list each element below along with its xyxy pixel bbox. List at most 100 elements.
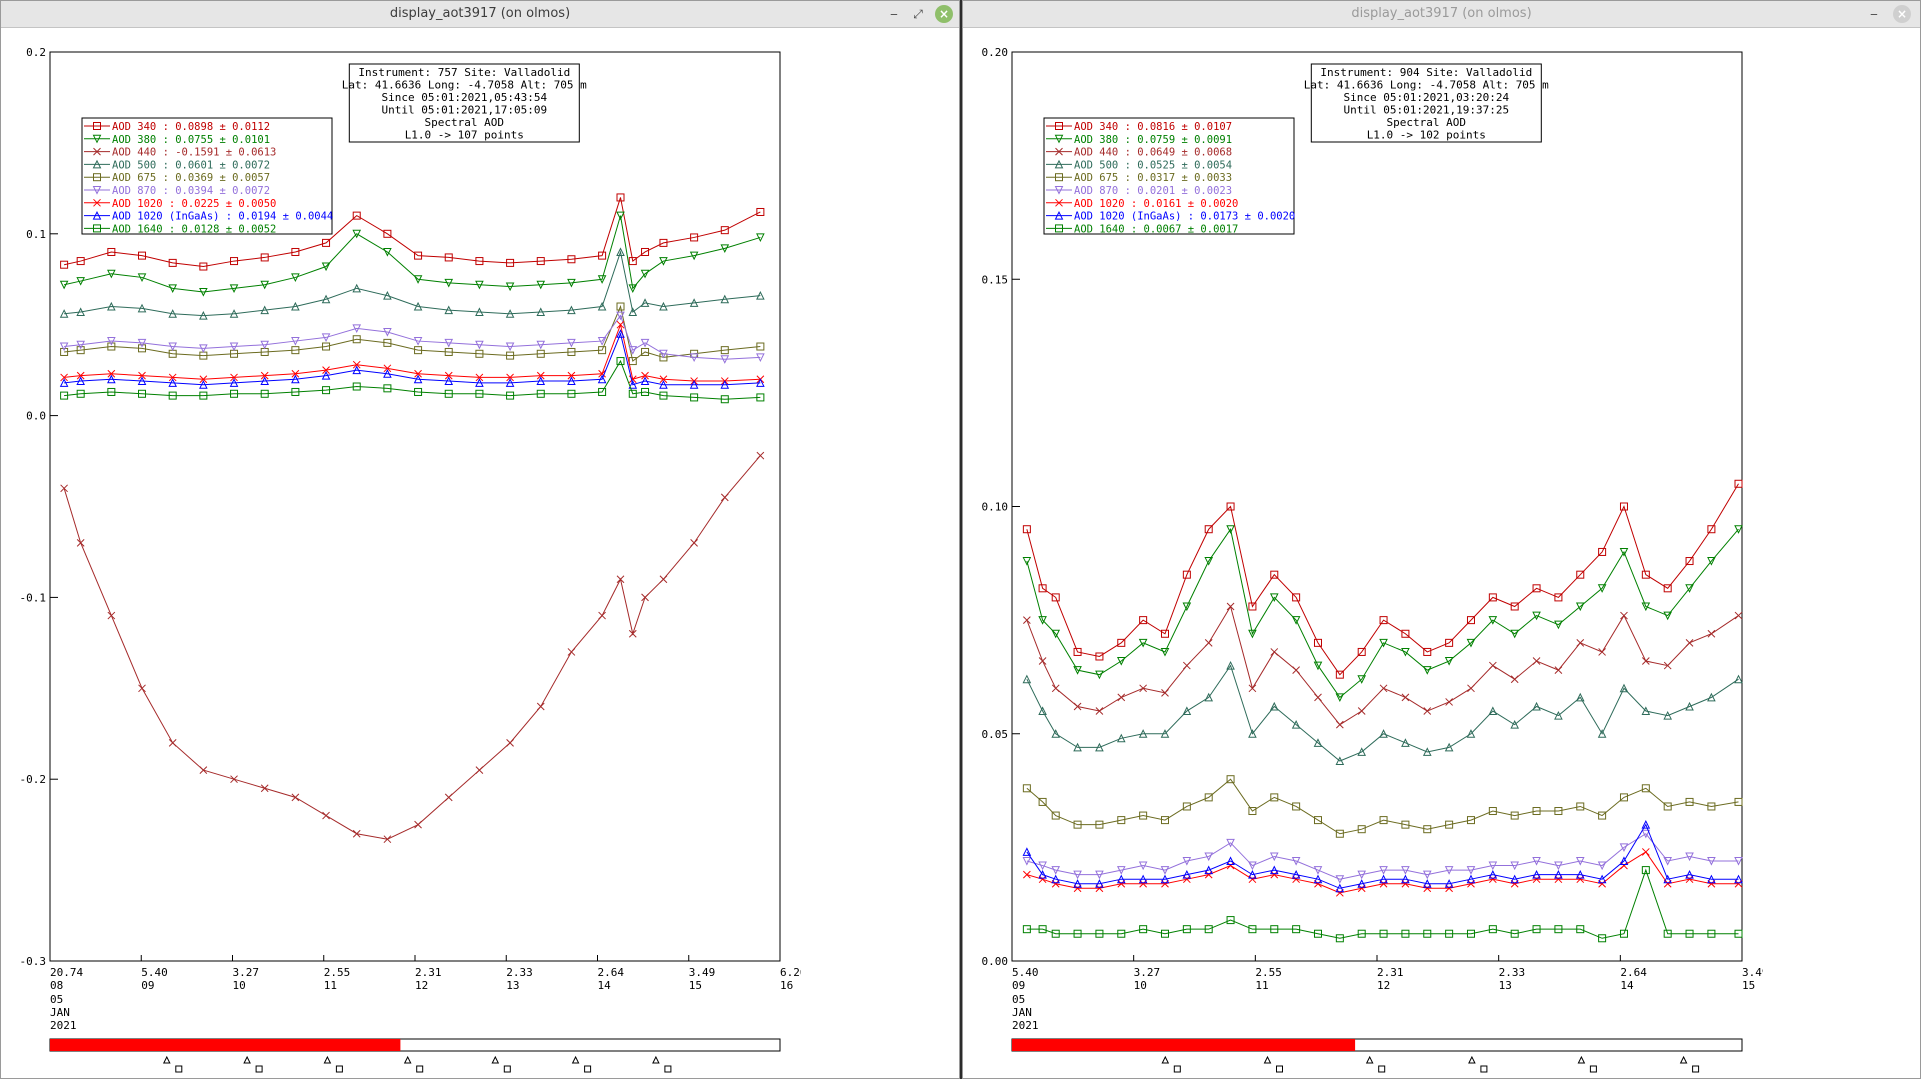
- time-marker[interactable]: [1161, 1055, 1170, 1064]
- data-point: [444, 347, 453, 356]
- data-point: [1073, 666, 1082, 675]
- legend-entry: AOD 440 : -0.1591 ± 0.0613: [112, 147, 276, 159]
- data-point: [1226, 525, 1235, 534]
- data-point: [1554, 593, 1563, 602]
- time-marker[interactable]: [652, 1055, 660, 1064]
- data-point: [1116, 733, 1126, 743]
- minimize-icon[interactable]: ‒: [1870, 7, 1878, 21]
- series-aod-380: [59, 211, 765, 297]
- close-icon[interactable]: ×: [1893, 5, 1911, 23]
- data-point: [1204, 793, 1213, 802]
- data-point: [720, 493, 729, 502]
- data-point: [640, 269, 650, 279]
- time-marker[interactable]: [175, 1065, 183, 1073]
- minimize-icon[interactable]: ‒: [890, 7, 898, 21]
- data-point: [1117, 816, 1126, 825]
- data-point: [1685, 584, 1694, 593]
- time-marker[interactable]: [1468, 1055, 1476, 1064]
- data-point: [1182, 661, 1191, 670]
- time-marker[interactable]: [403, 1055, 412, 1064]
- data-point: [352, 324, 362, 333]
- left-window-title: display_aot3917 (on olmos): [389, 6, 571, 21]
- time-marker[interactable]: [1589, 1065, 1597, 1073]
- time-marker[interactable]: [584, 1065, 592, 1073]
- time-marker[interactable]: [1679, 1055, 1688, 1064]
- data-point: [1466, 729, 1476, 738]
- time-marker[interactable]: [1480, 1065, 1488, 1073]
- data-point: [1641, 570, 1650, 579]
- time-marker[interactable]: [323, 1055, 332, 1064]
- data-point: [1423, 825, 1432, 834]
- data-point: [1095, 742, 1104, 752]
- time-marker[interactable]: [1276, 1065, 1283, 1073]
- data-point: [640, 298, 650, 307]
- data-point: [536, 702, 545, 711]
- data-point: [506, 351, 515, 360]
- data-point: [1022, 925, 1031, 934]
- data-point: [1641, 866, 1650, 875]
- time-marker[interactable]: [162, 1055, 171, 1064]
- time-marker[interactable]: [1692, 1065, 1700, 1073]
- time-marker[interactable]: [1378, 1065, 1386, 1073]
- x-tick-day: 12: [1377, 979, 1390, 992]
- x-tick-day: 11: [1255, 979, 1268, 992]
- data-point: [1095, 670, 1104, 680]
- data-point: [1038, 861, 1047, 871]
- data-point: [1663, 929, 1672, 938]
- data-point: [1160, 874, 1170, 884]
- data-point: [1204, 692, 1214, 702]
- info-line: Instrument: 904 Site: Valladolid: [1320, 66, 1532, 79]
- close-icon[interactable]: ×: [935, 5, 953, 23]
- time-marker[interactable]: [1365, 1055, 1374, 1064]
- data-point: [1038, 797, 1047, 806]
- time-marker[interactable]: [335, 1065, 343, 1073]
- right-titlebar: display_aot3917 (on olmos) ‒ ×: [963, 1, 1920, 28]
- data-point: [322, 386, 331, 395]
- legend-marker: [92, 186, 102, 195]
- legend-marker: [1054, 134, 1064, 144]
- maximize-icon[interactable]: ⤢: [913, 7, 923, 21]
- data-point: [1532, 870, 1541, 879]
- x-tick-label: 2.55: [324, 966, 351, 979]
- series-aod-1640: [60, 357, 765, 404]
- time-marker[interactable]: [243, 1055, 251, 1064]
- data-point: [229, 378, 239, 387]
- data-point: [383, 327, 392, 337]
- data-point: [1532, 807, 1541, 816]
- time-marker[interactable]: [503, 1065, 511, 1073]
- data-point: [616, 320, 625, 329]
- data-point: [168, 391, 177, 400]
- data-point: [76, 340, 85, 350]
- data-point: [1554, 861, 1563, 871]
- x-tick-day: 14: [1620, 979, 1634, 992]
- data-point: [229, 284, 239, 293]
- data-point: [444, 253, 453, 262]
- legend-marker: [1055, 224, 1063, 233]
- data-point: [475, 280, 484, 290]
- time-marker[interactable]: [416, 1065, 424, 1073]
- data-point: [1685, 638, 1694, 647]
- time-marker[interactable]: [1577, 1055, 1586, 1064]
- time-marker[interactable]: [1173, 1065, 1181, 1073]
- data-point: [1619, 793, 1628, 802]
- data-point: [322, 238, 331, 247]
- time-marker[interactable]: [664, 1065, 672, 1073]
- legend-marker: [1054, 159, 1064, 169]
- data-point: [1641, 784, 1650, 793]
- y-tick-label: 0.15: [982, 273, 1009, 286]
- data-point: [475, 340, 484, 350]
- data-point: [641, 371, 649, 380]
- data-point: [628, 257, 637, 266]
- data-point: [168, 738, 177, 747]
- time-marker[interactable]: [491, 1055, 500, 1064]
- data-point: [1073, 647, 1082, 656]
- time-marker[interactable]: [1263, 1055, 1272, 1064]
- time-marker[interactable]: [255, 1065, 263, 1073]
- data-point: [1073, 870, 1082, 880]
- data-point: [137, 338, 147, 348]
- data-point: [598, 251, 607, 260]
- data-point: [1575, 870, 1585, 879]
- time-marker[interactable]: [571, 1055, 580, 1064]
- data-point: [59, 309, 69, 318]
